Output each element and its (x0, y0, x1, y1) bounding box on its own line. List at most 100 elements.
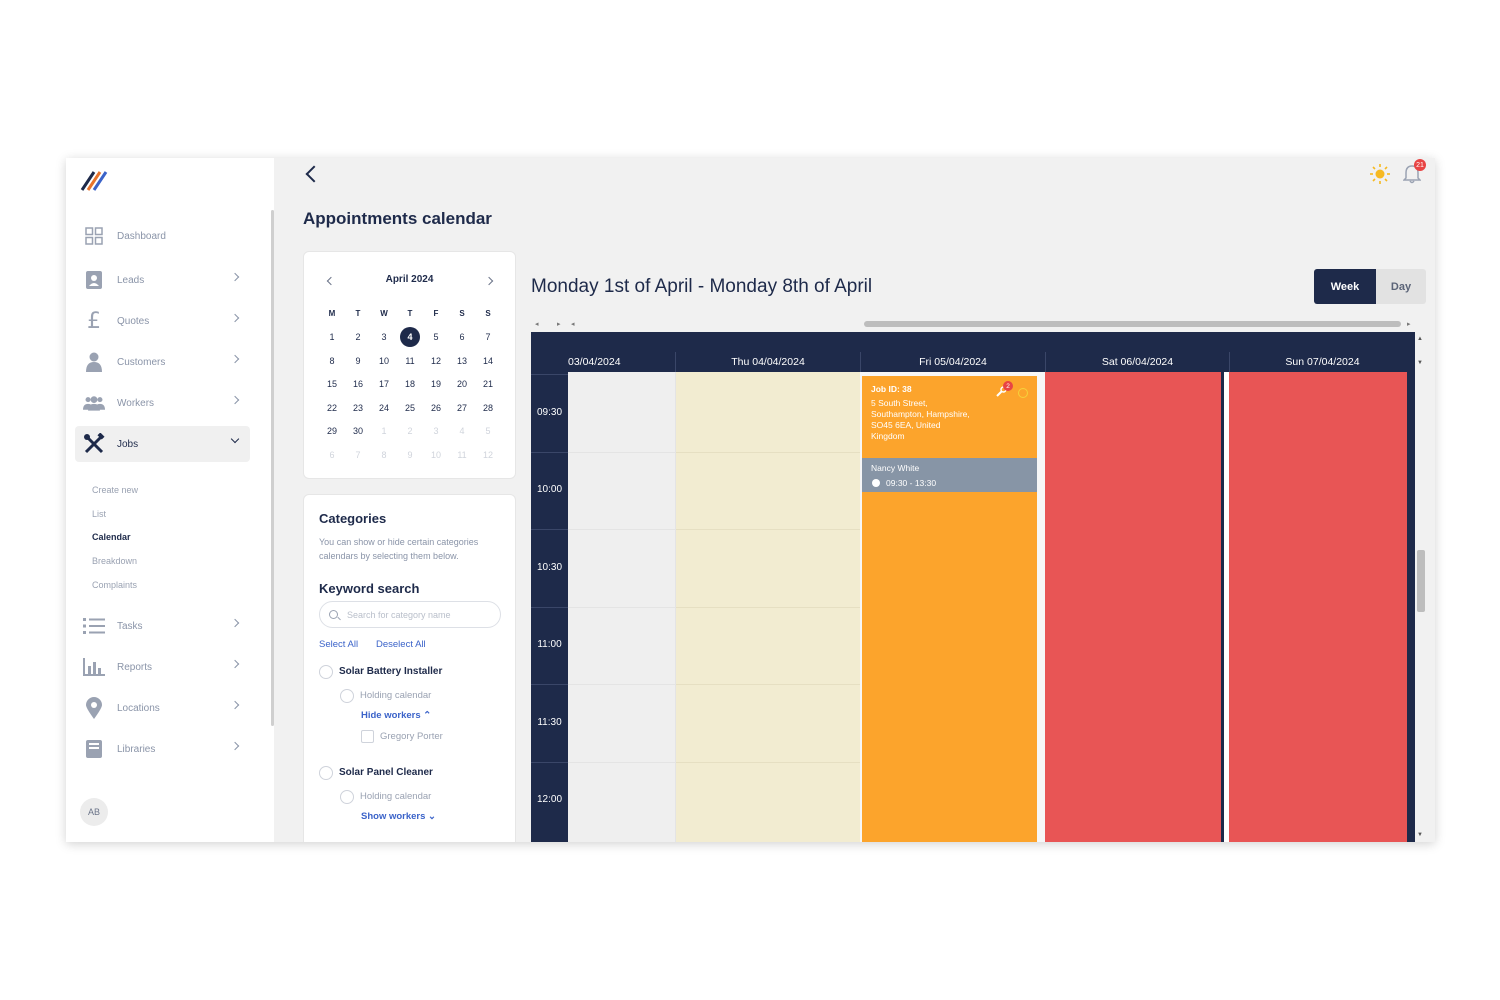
day-cell[interactable]: 27 (456, 402, 467, 413)
scroll-down-arrow-icon[interactable]: ▼ (1417, 360, 1423, 366)
sidebar-item-dashboard[interactable]: Dashboard (75, 218, 250, 254)
category-radio[interactable] (319, 665, 333, 679)
sidebar-item-reports[interactable]: Reports (75, 649, 250, 685)
sidebar-item-tasks[interactable]: Tasks (75, 608, 250, 644)
day-cell[interactable]: 23 (352, 402, 363, 413)
day-cell[interactable]: 28 (482, 402, 493, 413)
sun-icon[interactable] (1370, 164, 1390, 184)
day-cell[interactable]: 19 (430, 379, 441, 390)
day-cell[interactable]: 1 (329, 332, 335, 343)
day-cell[interactable]: 13 (456, 355, 467, 366)
day-column-wed[interactable] (568, 372, 675, 842)
day-cell-outside-month[interactable]: 10 (430, 449, 441, 460)
day-cell[interactable]: 15 (326, 379, 337, 390)
sidebar-item-leads[interactable]: Leads (75, 262, 250, 298)
day-cell[interactable]: 25 (404, 402, 415, 413)
back-arrow-icon[interactable] (305, 165, 323, 183)
holding-calendar-radio[interactable] (340, 790, 354, 804)
day-cell[interactable]: 5 (433, 332, 439, 343)
day-view-button[interactable]: Day (1376, 269, 1426, 304)
show-workers-toggle[interactable]: Show workers ⌄ (361, 811, 437, 822)
sidebar-sub-breakdown[interactable]: Breakdown (92, 556, 138, 566)
day-cell[interactable]: 10 (378, 355, 389, 366)
day-column-today[interactable] (675, 372, 861, 842)
day-cell-outside-month[interactable]: 11 (457, 449, 467, 460)
day-cell-selected[interactable]: 4 (397, 327, 423, 348)
select-all-link[interactable]: Select All (319, 639, 359, 650)
vertical-scroll-thumb[interactable] (1417, 550, 1425, 612)
day-cell-outside-month[interactable]: 4 (459, 426, 465, 437)
sidebar-sub-calendar[interactable]: Calendar (92, 532, 131, 542)
horizontal-scrollbar[interactable]: ◂ ▸ ◂ ▸ (531, 319, 1426, 329)
category-radio[interactable] (319, 766, 333, 780)
scroll-up-arrow-icon[interactable]: ▲ (1417, 336, 1423, 342)
day-cell-outside-month[interactable]: 12 (482, 449, 493, 460)
day-cell-outside-month[interactable]: 5 (485, 426, 491, 437)
sidebar-item-workers[interactable]: Workers (75, 385, 250, 421)
scroll-left-arrow-icon[interactable]: ◂ (535, 321, 539, 328)
sidebar-item-jobs[interactable]: Jobs (75, 426, 250, 462)
scroll-right-arrow-icon[interactable]: ▸ (1407, 321, 1411, 328)
category-search-input[interactable] (347, 607, 495, 623)
day-cell[interactable]: 24 (378, 402, 389, 413)
vertical-scrollbar[interactable]: ▲ ▼ ▼ (1415, 332, 1427, 842)
day-cell[interactable]: 3 (381, 332, 387, 343)
day-cell-outside-month[interactable]: 6 (329, 449, 335, 460)
sidebar-item-libraries[interactable]: Libraries (75, 731, 250, 767)
day-cell[interactable]: 17 (378, 379, 389, 390)
day-cell[interactable]: 22 (326, 402, 337, 413)
day-cell[interactable]: 9 (355, 355, 361, 366)
day-cell[interactable]: 14 (482, 355, 493, 366)
sidebar-sub-list[interactable]: List (92, 509, 107, 519)
sidebar-item-locations[interactable]: Locations (75, 690, 250, 726)
holding-calendar-label[interactable]: Holding calendar (360, 690, 432, 701)
day-cell[interactable]: 18 (404, 379, 415, 390)
time-label: 10:00 (536, 484, 563, 495)
day-cell[interactable]: 21 (482, 379, 493, 390)
day-cell[interactable]: 29 (326, 426, 337, 437)
day-cell-outside-month[interactable]: 9 (407, 449, 413, 460)
day-cell[interactable]: 26 (430, 402, 441, 413)
day-cell[interactable]: 6 (459, 332, 465, 343)
holding-calendar-label[interactable]: Holding calendar (360, 791, 432, 802)
day-cell[interactable]: 12 (430, 355, 441, 366)
day-cell-outside-month[interactable]: 1 (381, 426, 387, 437)
day-cell-outside-month[interactable]: 8 (381, 449, 387, 460)
category-label[interactable]: Solar Panel Cleaner (339, 767, 433, 778)
day-cell[interactable]: 16 (352, 379, 363, 390)
slot-line (568, 452, 675, 453)
avatar[interactable]: AB (80, 798, 108, 826)
day-column-sat-unavailable[interactable] (1045, 372, 1221, 842)
day-cell-outside-month[interactable]: 2 (407, 426, 413, 437)
day-cell[interactable]: 8 (329, 355, 335, 366)
scroll-down-arrow-icon[interactable]: ▼ (1417, 832, 1423, 838)
day-cell[interactable]: 7 (485, 332, 491, 343)
day-cell[interactable]: 2 (355, 332, 361, 343)
sidebar-scrollbar[interactable] (271, 210, 274, 726)
sidebar-item-customers[interactable]: Customers (75, 344, 250, 380)
day-column-sun-unavailable[interactable] (1229, 372, 1407, 842)
horizontal-scroll-thumb[interactable] (864, 321, 1401, 327)
sidebar-item-label: Jobs (117, 438, 139, 450)
worker-checkbox[interactable] (361, 730, 374, 743)
sidebar-sub-complaints[interactable]: Complaints (92, 580, 138, 590)
scroll-left-arrow-icon[interactable]: ◂ (571, 321, 575, 328)
sidebar-sub-create-new[interactable]: Create new (92, 485, 139, 495)
day-cell-outside-month[interactable]: 7 (355, 449, 361, 460)
app-logo[interactable] (80, 168, 108, 192)
holding-calendar-radio[interactable] (340, 689, 354, 703)
hide-workers-toggle[interactable]: Hide workers ⌃ (361, 710, 432, 721)
week-view-button[interactable]: Week (1314, 269, 1376, 304)
day-cell[interactable]: 30 (352, 426, 363, 437)
sidebar-item-quotes[interactable]: £ Quotes (75, 303, 250, 339)
job-event[interactable]: Job ID: 38 5 South Street, Southampton, … (862, 376, 1037, 842)
deselect-all-link[interactable]: Deselect All (376, 639, 426, 650)
day-cell[interactable]: 20 (456, 379, 467, 390)
worker-label[interactable]: Gregory Porter (380, 731, 443, 742)
assigned-worker[interactable]: Nancy White 09:30 - 13:30 (862, 458, 1037, 492)
day-cell[interactable]: 11 (405, 355, 415, 366)
day-cell-outside-month[interactable]: 3 (433, 426, 439, 437)
category-label[interactable]: Solar Battery Installer (339, 666, 443, 677)
calendar-top-bar (531, 332, 1415, 352)
scroll-left-arrow-icon[interactable]: ▸ (557, 321, 561, 328)
